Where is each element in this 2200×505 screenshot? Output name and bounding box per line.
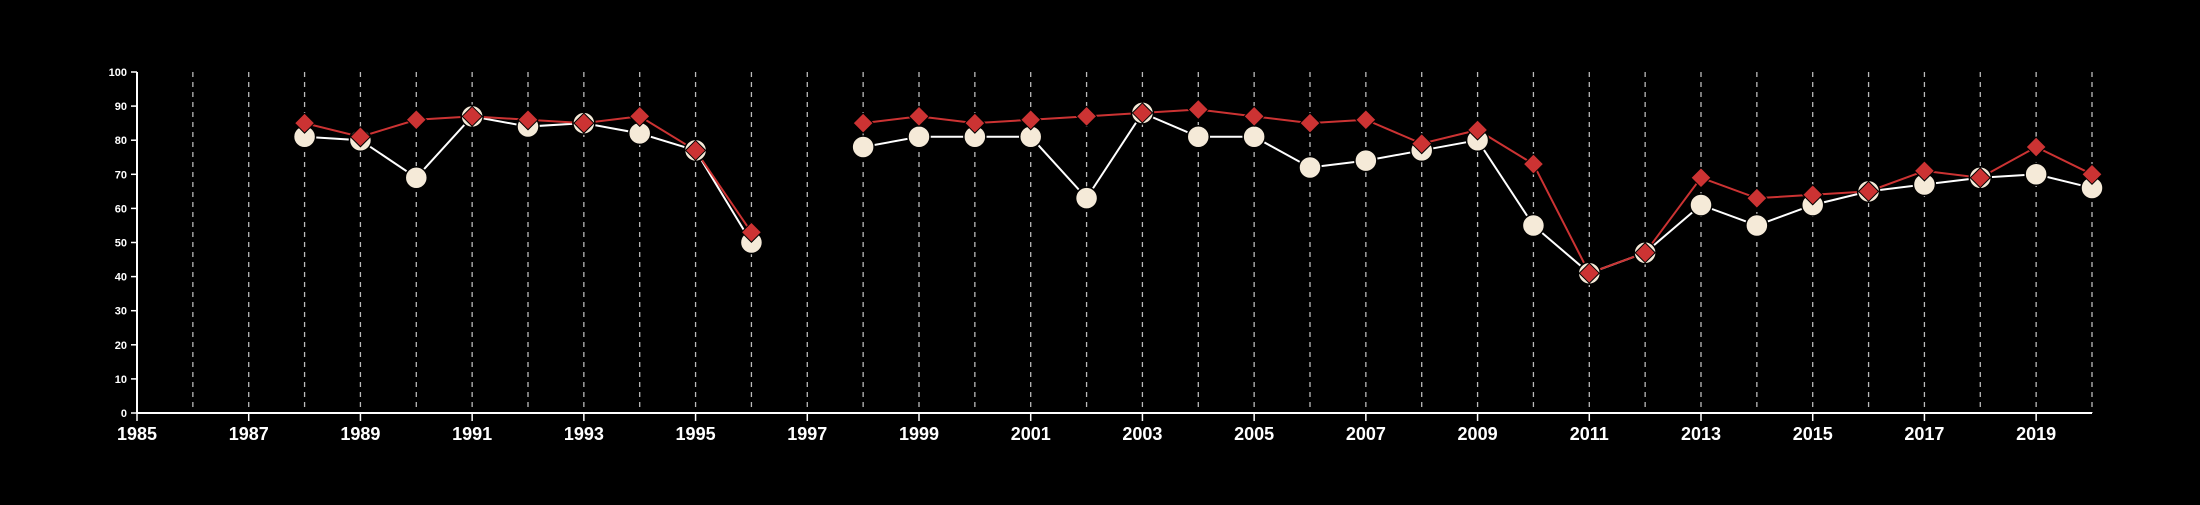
diamond-marker xyxy=(2081,163,2103,186)
diamond-marker xyxy=(1466,119,1489,141)
diamond-marker xyxy=(1020,109,1042,131)
x-tick-label: 2019 xyxy=(2016,424,2056,444)
diamond-marker xyxy=(964,112,986,134)
y-tick-label: 10 xyxy=(115,374,127,386)
x-tick-label: 2011 xyxy=(1570,424,1609,444)
diamond-marker xyxy=(1578,262,1600,284)
x-tick-label: 1999 xyxy=(899,424,939,444)
diamond-marker xyxy=(740,221,763,243)
x-tick-label: 2009 xyxy=(1458,424,1498,444)
x-tick-label: 2003 xyxy=(1122,424,1162,444)
diamond-marker xyxy=(1355,109,1377,131)
diamond-marker xyxy=(852,112,874,134)
diamond-marker xyxy=(1299,112,1321,134)
diamond-marker xyxy=(908,105,930,128)
x-tick-label: 1995 xyxy=(676,424,716,444)
x-tick-label: 1989 xyxy=(340,424,380,444)
diamond-marker xyxy=(1187,98,1209,121)
y-tick-label: 100 xyxy=(109,67,127,79)
diamond-marker xyxy=(1243,105,1265,128)
circle-marker xyxy=(404,165,429,190)
circle-marker xyxy=(1521,213,1546,238)
circle-marker xyxy=(907,125,931,149)
diamond-marker xyxy=(1411,132,1433,155)
y-tick-label: 70 xyxy=(115,169,127,181)
x-tick-label: 1987 xyxy=(229,424,269,444)
diamond-marker xyxy=(2025,136,2047,158)
x-tick-label: 1997 xyxy=(787,424,827,444)
y-tick-label: 40 xyxy=(115,272,127,284)
y-tick-label: 50 xyxy=(115,238,127,250)
diamond-marker xyxy=(684,139,707,162)
x-tick-label: 2013 xyxy=(1681,424,1721,444)
circle-marker xyxy=(1298,155,1322,180)
circle-marker xyxy=(1689,193,1713,217)
y-tick-label: 20 xyxy=(115,340,127,352)
diamond-marker xyxy=(293,112,316,134)
diamond-marker xyxy=(629,105,651,128)
y-tick-label: 90 xyxy=(115,101,127,113)
diamond-marker xyxy=(1634,242,1656,264)
y-tick-label: 0 xyxy=(121,408,127,420)
x-tick-label: 1991 xyxy=(452,424,492,444)
diamond-marker xyxy=(1913,160,1936,182)
y-tick-label: 30 xyxy=(115,306,127,318)
diamond-marker xyxy=(1131,102,1154,124)
x-tick-label: 2007 xyxy=(1346,424,1386,444)
diamond-marker xyxy=(1690,167,1712,189)
x-tick-label: 1985 xyxy=(117,424,157,444)
y-tick-label: 60 xyxy=(115,203,127,215)
axis-layer: 0 10 20 30 40 50 60 70 80 90 100 1985 1987 1989 1991 19… xyxy=(109,67,2092,444)
x-tick-label: 2001 xyxy=(1011,424,1051,444)
x-tick-label: 2005 xyxy=(1234,424,1274,444)
diamond-marker xyxy=(405,109,427,131)
diamond-marker xyxy=(1075,105,1098,128)
circle-marker xyxy=(1074,186,1099,210)
x-tick-label: 1993 xyxy=(564,424,604,444)
diamond-marker xyxy=(1522,153,1545,175)
diamond-marker xyxy=(573,112,595,134)
diamond-marker xyxy=(1857,180,1880,203)
diamond-marker xyxy=(461,105,483,128)
diamond-marker xyxy=(1746,187,1768,209)
circle-marker xyxy=(1745,213,1769,238)
x-tick-label: 2017 xyxy=(1904,424,1944,444)
circle-marker xyxy=(2024,162,2048,187)
diamond-marker xyxy=(517,109,539,131)
series-layer xyxy=(292,98,2104,285)
diamond-marker xyxy=(1969,167,1991,189)
circle-marker xyxy=(1242,125,1266,149)
circle-marker xyxy=(1186,125,1211,149)
x-tick-label: 2015 xyxy=(1793,424,1833,444)
diamond-marker xyxy=(349,126,372,148)
circle-marker xyxy=(851,135,875,159)
diamond-marker xyxy=(1802,184,1824,206)
y-tick-label: 80 xyxy=(115,135,127,147)
circle-marker xyxy=(1354,148,1378,173)
